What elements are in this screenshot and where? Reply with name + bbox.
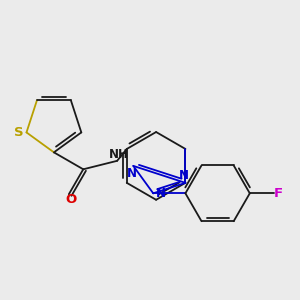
Text: NH: NH <box>109 148 129 161</box>
Text: N: N <box>179 169 189 182</box>
Text: N: N <box>127 167 136 180</box>
Text: S: S <box>14 126 24 139</box>
Text: N: N <box>156 187 166 200</box>
Text: O: O <box>65 193 76 206</box>
Text: F: F <box>274 187 283 200</box>
